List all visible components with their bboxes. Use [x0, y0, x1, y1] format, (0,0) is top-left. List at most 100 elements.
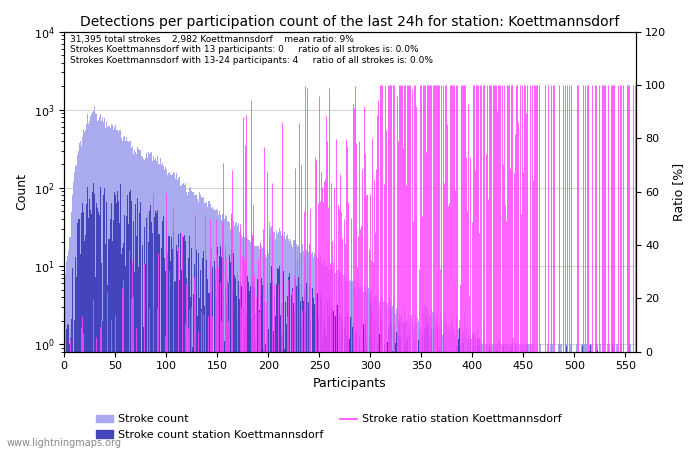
Bar — [448, 412, 449, 450]
Bar — [230, 262, 231, 450]
Bar — [312, 288, 313, 450]
Bar — [496, 344, 497, 450]
Bar — [445, 320, 447, 450]
Bar — [115, 195, 116, 450]
Bar — [388, 330, 389, 450]
Bar — [612, 391, 614, 450]
Bar — [115, 125, 116, 450]
Bar — [243, 307, 244, 450]
Bar — [209, 204, 211, 450]
Bar — [514, 348, 516, 450]
Bar — [344, 329, 345, 450]
Bar — [533, 344, 534, 450]
Bar — [589, 351, 590, 450]
Bar — [194, 195, 195, 450]
Bar — [449, 324, 450, 450]
Bar — [358, 288, 360, 450]
Bar — [526, 344, 527, 450]
Bar — [307, 302, 309, 450]
Bar — [97, 208, 98, 450]
Bar — [576, 413, 577, 450]
Bar — [239, 232, 240, 450]
Bar — [199, 298, 200, 450]
Bar — [530, 355, 531, 450]
Bar — [461, 342, 463, 450]
Bar — [138, 267, 139, 450]
Bar — [79, 219, 80, 450]
Bar — [328, 269, 329, 450]
Bar — [343, 275, 344, 450]
Bar — [128, 142, 129, 450]
Bar — [260, 246, 262, 450]
Bar — [480, 367, 481, 450]
Bar — [280, 315, 281, 450]
Bar — [309, 257, 311, 450]
Bar — [81, 213, 82, 450]
Bar — [273, 331, 274, 450]
Bar — [379, 333, 380, 450]
Bar — [597, 350, 598, 450]
Bar — [99, 117, 100, 450]
Bar — [482, 344, 483, 450]
Bar — [595, 381, 596, 450]
Bar — [373, 296, 374, 450]
Bar — [570, 344, 572, 450]
Bar — [608, 344, 610, 450]
Bar — [313, 298, 314, 450]
Bar — [316, 293, 318, 450]
Bar — [119, 223, 120, 450]
Bar — [294, 240, 295, 450]
Bar — [414, 354, 416, 450]
Bar — [83, 129, 84, 450]
Bar — [347, 281, 349, 450]
Bar — [217, 247, 218, 450]
Bar — [84, 132, 85, 450]
Bar — [356, 293, 358, 450]
Bar — [119, 130, 120, 450]
Bar — [296, 244, 297, 450]
Bar — [270, 283, 271, 450]
Bar — [378, 324, 379, 450]
Bar — [479, 338, 480, 450]
Bar — [356, 331, 358, 450]
Bar — [278, 269, 279, 450]
Bar — [335, 316, 336, 450]
Bar — [79, 143, 80, 450]
Bar — [265, 257, 267, 450]
Bar — [180, 186, 181, 450]
Bar — [566, 344, 567, 450]
Bar — [132, 146, 133, 450]
Bar — [405, 346, 407, 450]
Bar — [365, 291, 367, 450]
Bar — [253, 286, 254, 450]
Bar — [146, 218, 147, 450]
Bar — [281, 235, 282, 450]
Bar — [281, 335, 282, 450]
Bar — [400, 337, 401, 450]
Bar — [160, 248, 162, 450]
Bar — [322, 340, 323, 450]
Bar — [329, 300, 330, 450]
Bar — [491, 344, 492, 450]
Bar — [278, 232, 279, 450]
Bar — [346, 336, 347, 450]
Bar — [325, 331, 326, 450]
Bar — [94, 106, 95, 450]
Bar — [137, 147, 138, 450]
Bar — [168, 172, 169, 450]
Bar — [218, 256, 220, 450]
Bar — [113, 127, 115, 450]
Bar — [235, 278, 236, 450]
Bar — [200, 195, 202, 450]
Bar — [630, 360, 631, 450]
Bar — [284, 232, 285, 450]
Bar — [74, 171, 75, 450]
Bar — [189, 236, 190, 450]
Bar — [166, 169, 167, 450]
Bar — [492, 399, 493, 450]
Bar — [244, 329, 245, 450]
Bar — [324, 261, 325, 450]
Bar — [334, 316, 335, 450]
Bar — [71, 195, 73, 450]
Bar — [275, 316, 276, 450]
